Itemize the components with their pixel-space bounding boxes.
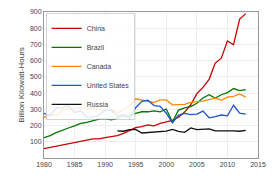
svg-text:400: 400 <box>30 90 42 97</box>
svg-text:800: 800 <box>30 25 42 32</box>
svg-text:2010: 2010 <box>220 161 236 168</box>
svg-text:1990: 1990 <box>97 161 113 168</box>
svg-text:200: 200 <box>30 122 42 129</box>
svg-text:700: 700 <box>30 41 42 48</box>
svg-text:Russia: Russia <box>87 101 109 108</box>
svg-text:China: China <box>87 25 105 32</box>
svg-text:100: 100 <box>30 138 42 145</box>
svg-text:900: 900 <box>30 8 42 15</box>
svg-text:2015: 2015 <box>250 161 266 168</box>
svg-text:2005: 2005 <box>189 161 205 168</box>
svg-text:United States: United States <box>87 82 130 89</box>
svg-text:Billion Kilowatt-Hours: Billion Kilowatt-Hours <box>17 47 26 123</box>
svg-text:1985: 1985 <box>67 161 83 168</box>
svg-text:1995: 1995 <box>128 161 144 168</box>
svg-text:Canada: Canada <box>87 63 112 70</box>
svg-text:1980: 1980 <box>36 161 52 168</box>
svg-text:600: 600 <box>30 57 42 64</box>
svg-text:2000: 2000 <box>159 161 175 168</box>
svg-text:Brazil: Brazil <box>87 44 105 51</box>
svg-text:500: 500 <box>30 73 42 80</box>
svg-text:300: 300 <box>30 106 42 113</box>
